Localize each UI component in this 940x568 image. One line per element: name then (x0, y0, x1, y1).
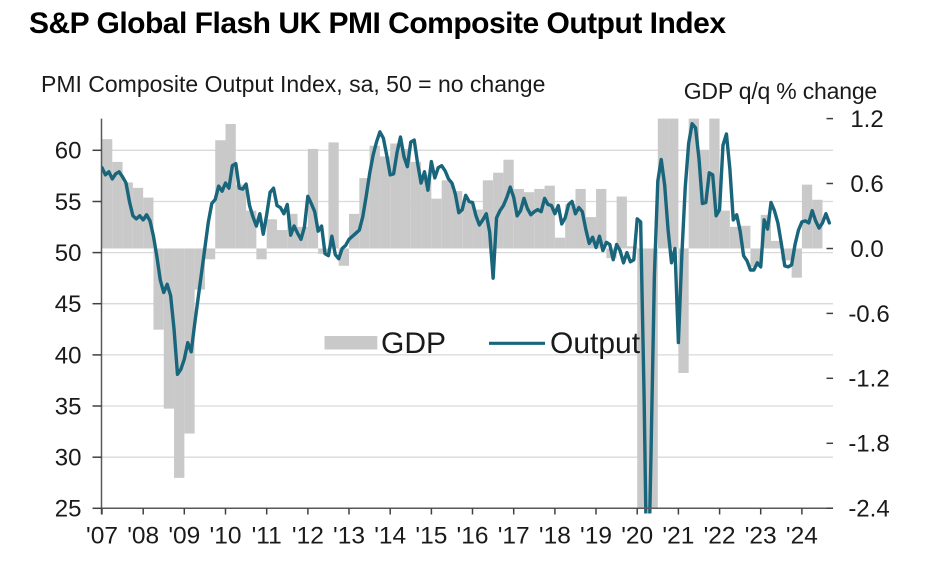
svg-text:'19: '19 (580, 523, 612, 550)
svg-text:40: 40 (55, 342, 82, 369)
svg-text:'22: '22 (704, 523, 736, 550)
svg-text:'23: '23 (745, 523, 777, 550)
svg-text:Output: Output (550, 327, 641, 360)
svg-text:-2.4: -2.4 (848, 496, 889, 523)
svg-text:1.2: 1.2 (850, 106, 883, 133)
svg-text:'14: '14 (374, 523, 406, 550)
svg-text:-1.8: -1.8 (848, 431, 889, 458)
svg-text:'20: '20 (621, 523, 653, 550)
svg-text:-0.6: -0.6 (848, 301, 889, 328)
svg-text:55: 55 (55, 189, 82, 216)
svg-text:'16: '16 (457, 523, 489, 550)
svg-text:'08: '08 (127, 523, 159, 550)
svg-text:45: 45 (55, 291, 82, 318)
svg-text:0.0: 0.0 (850, 236, 883, 263)
svg-text:GDP: GDP (381, 327, 446, 360)
svg-text:'21: '21 (662, 523, 694, 550)
svg-text:'24: '24 (786, 523, 818, 550)
svg-text:GDP q/q % change: GDP q/q % change (684, 78, 877, 104)
svg-text:0.6: 0.6 (850, 171, 883, 198)
svg-text:'10: '10 (210, 523, 242, 550)
svg-text:'11: '11 (252, 523, 282, 550)
svg-text:30: 30 (55, 445, 82, 472)
svg-text:'07: '07 (86, 523, 118, 550)
svg-text:'12: '12 (292, 523, 324, 550)
svg-text:25: 25 (55, 496, 82, 523)
svg-text:PMI Composite Output Index, sa: PMI Composite Output Index, sa, 50 = no … (41, 71, 545, 97)
svg-text:S&P Global Flash UK PMI Compos: S&P Global Flash UK PMI Composite Output… (29, 7, 726, 40)
svg-text:50: 50 (55, 240, 82, 267)
svg-text:'15: '15 (415, 523, 447, 550)
svg-text:60: 60 (55, 138, 82, 165)
svg-text:'13: '13 (333, 523, 365, 550)
svg-text:'17: '17 (498, 523, 530, 550)
svg-text:35: 35 (55, 393, 82, 420)
svg-text:'09: '09 (168, 523, 200, 550)
svg-text:-1.2: -1.2 (848, 366, 889, 393)
svg-text:'18: '18 (539, 523, 571, 550)
